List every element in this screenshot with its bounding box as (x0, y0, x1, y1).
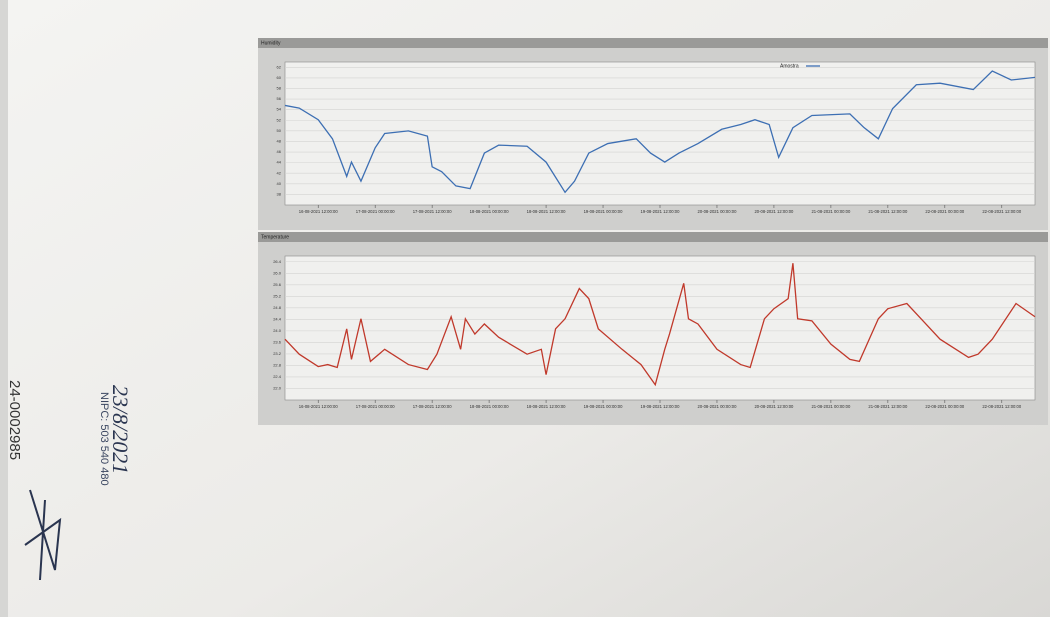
x-tick-label: 16-08-2021 12:00:00 (299, 209, 339, 214)
y-tick-label: 24.8 (273, 305, 282, 310)
x-tick-label: 19-08-2021 00:00:00 (584, 209, 624, 214)
x-tick-label: 19-08-2021 12:00:00 (641, 209, 681, 214)
x-tick-label: 17-08-2021 00:00:00 (356, 404, 396, 409)
x-tick-label: 17-08-2021 12:00:00 (413, 209, 453, 214)
x-tick-label: 19-08-2021 00:00:00 (584, 404, 624, 409)
y-tick-label: 54 (277, 107, 282, 112)
x-tick-label: 17-08-2021 00:00:00 (356, 209, 396, 214)
chart-title: Humidity (261, 40, 281, 46)
y-tick-label: 42 (277, 170, 282, 175)
paper-edge (0, 0, 8, 617)
y-tick-label: 40 (277, 181, 282, 186)
y-tick-label: 26.0 (273, 270, 282, 275)
y-tick-label: 50 (277, 128, 282, 133)
y-tick-label: 22.8 (273, 363, 282, 368)
y-tick-label: 48 (277, 139, 282, 144)
y-tick-label: 60 (277, 75, 282, 80)
handwritten-date: 23/8/2021 (108, 385, 133, 474)
y-tick-label: 22.0 (273, 386, 282, 391)
y-tick-label: 44 (277, 160, 282, 165)
x-tick-label: 22-08-2021 00:00:00 (925, 209, 965, 214)
x-tick-label: 21-08-2021 00:00:00 (811, 404, 851, 409)
x-tick-label: 21-08-2021 12:00:00 (868, 209, 908, 214)
y-tick-label: 56 (277, 96, 282, 101)
legend-label: Amostra (780, 63, 799, 69)
chart-header (258, 232, 1048, 242)
x-tick-label: 18-08-2021 12:00:00 (527, 209, 567, 214)
y-tick-label: 23.6 (273, 339, 282, 344)
y-tick-label: 23.2 (273, 351, 282, 356)
x-tick-label: 20-08-2021 00:00:00 (698, 209, 738, 214)
x-tick-label: 20-08-2021 00:00:00 (698, 404, 738, 409)
x-tick-label: 22-08-2021 12:00:00 (982, 404, 1022, 409)
y-tick-label: 22.4 (273, 374, 282, 379)
x-tick-label: 16-08-2021 12:00:00 (299, 404, 339, 409)
y-tick-label: 25.2 (273, 293, 282, 298)
y-tick-label: 25.6 (273, 282, 282, 287)
x-tick-label: 20-08-2021 12:00:00 (754, 209, 794, 214)
y-tick-label: 58 (277, 86, 282, 91)
x-tick-label: 17-08-2021 12:00:00 (413, 404, 453, 409)
chart-header (258, 38, 1048, 48)
y-tick-label: 38 (277, 191, 282, 196)
stamp-nipc: NIPC: 503 540 480 (98, 392, 110, 486)
y-tick-label: 46 (277, 149, 282, 154)
y-tick-label: 52 (277, 117, 282, 122)
y-tick-label: 24.4 (273, 316, 282, 321)
x-tick-label: 22-08-2021 12:00:00 (982, 209, 1022, 214)
y-tick-label: 24.0 (273, 328, 282, 333)
y-tick-label: 62 (277, 64, 282, 69)
x-tick-label: 18-08-2021 00:00:00 (470, 209, 510, 214)
x-tick-label: 19-08-2021 12:00:00 (641, 404, 681, 409)
y-tick-label: 26.4 (273, 259, 282, 264)
reference: 24-0002985 (6, 380, 23, 460)
chart-title: Temperature (261, 234, 289, 240)
plot-area (285, 256, 1035, 400)
x-tick-label: 21-08-2021 12:00:00 (868, 404, 908, 409)
x-tick-label: 21-08-2021 00:00:00 (811, 209, 851, 214)
photo: 24-0002985 23/8/2021 NIPC: 503 540 480 H… (0, 0, 1050, 617)
x-tick-label: 18-08-2021 00:00:00 (470, 404, 510, 409)
x-tick-label: 22-08-2021 00:00:00 (925, 404, 965, 409)
x-tick-label: 18-08-2021 12:00:00 (527, 404, 567, 409)
x-tick-label: 20-08-2021 12:00:00 (754, 404, 794, 409)
